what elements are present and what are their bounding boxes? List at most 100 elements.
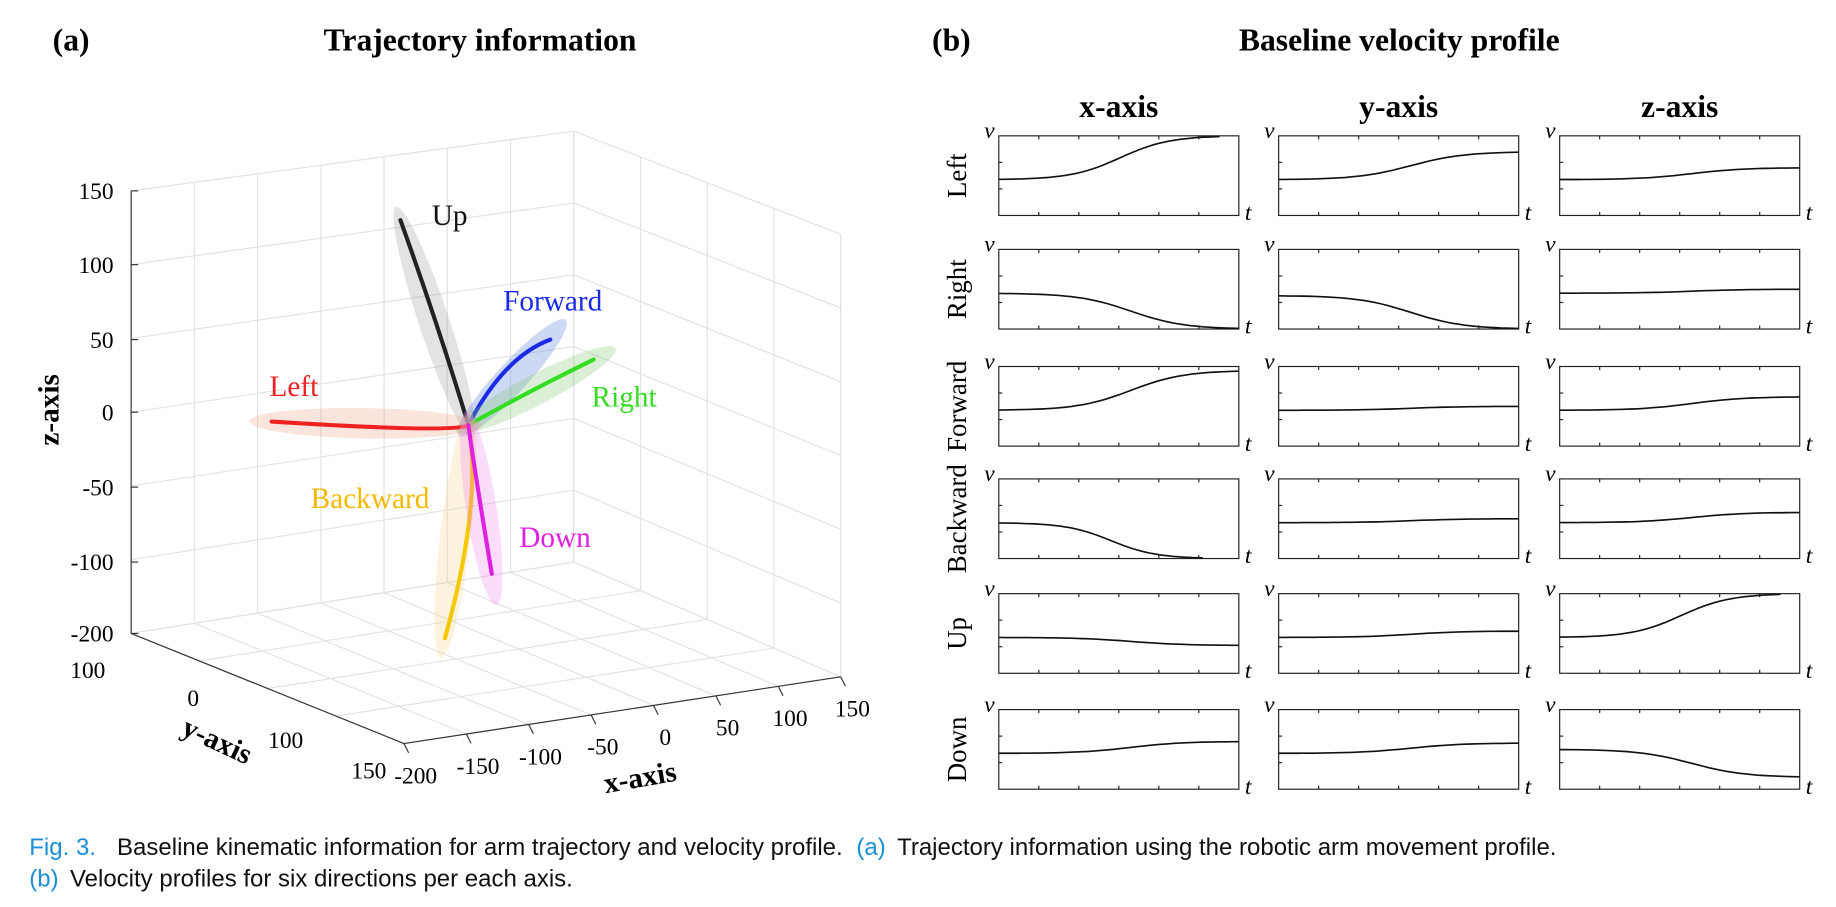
plot-frame xyxy=(998,478,1240,560)
x-tick-label: -50 xyxy=(587,735,618,761)
plot-frame xyxy=(998,135,1240,217)
caption-ref: (a) xyxy=(856,834,885,861)
panel-title: Baseline velocity profile xyxy=(1239,22,1560,57)
velocity-curve xyxy=(1278,518,1519,524)
velocity-curve xyxy=(1559,593,1781,638)
x-tick-label: -100 xyxy=(519,744,562,770)
direction-label: Down xyxy=(519,522,591,554)
velocity-curve xyxy=(998,135,1220,181)
v-label: v xyxy=(1545,232,1556,258)
velocity-curve xyxy=(1278,405,1519,412)
velocity-curve xyxy=(1559,396,1800,411)
t-label: t xyxy=(1806,658,1813,684)
t-label: t xyxy=(1806,431,1813,457)
grid-line xyxy=(573,417,841,530)
row-label: Up xyxy=(942,617,972,650)
t-label: t xyxy=(1245,543,1252,569)
grid-line xyxy=(131,202,574,266)
x-tick-label: 50 xyxy=(716,716,739,742)
caption-text: Trajectory information using the robotic… xyxy=(897,834,1556,861)
direction-label: Right xyxy=(592,381,657,413)
tick-mark xyxy=(465,733,472,744)
velocity-curve xyxy=(1278,742,1519,755)
plot-frame xyxy=(1278,248,1520,330)
tick-mark xyxy=(528,724,534,735)
grid-line xyxy=(131,346,574,413)
velocity-curve xyxy=(1278,630,1519,639)
tick-mark xyxy=(840,676,846,687)
z-tick-label: 100 xyxy=(78,253,113,279)
grid-line xyxy=(131,561,574,635)
grid-line xyxy=(131,417,574,487)
grid-line xyxy=(573,130,841,235)
column-header: z-axis xyxy=(1641,89,1718,124)
tick-mark xyxy=(590,714,597,725)
direction-label: Forward xyxy=(503,285,603,317)
t-label: t xyxy=(1525,543,1532,569)
velocity-curve xyxy=(1559,288,1800,295)
t-label: t xyxy=(1525,431,1532,457)
grid-line xyxy=(131,274,574,339)
panel-label: (a) xyxy=(53,22,90,57)
v-label: v xyxy=(1264,461,1275,487)
v-label: v xyxy=(1264,232,1275,258)
tick-mark xyxy=(777,686,784,696)
caption-text: Baseline kinematic information for arm t… xyxy=(117,834,843,861)
column-header: x-axis xyxy=(1079,89,1158,124)
direction-label: Left xyxy=(270,371,319,403)
figure-number: Fig. 3. xyxy=(29,834,96,861)
plot-frame xyxy=(998,365,1240,447)
t-label: t xyxy=(1806,200,1813,226)
grid-line xyxy=(383,592,654,706)
v-label: v xyxy=(1545,118,1556,144)
v-label: v xyxy=(1264,576,1275,602)
row-label: Right xyxy=(942,259,972,319)
caption-text: Velocity profiles for six directions per… xyxy=(70,865,573,892)
t-label: t xyxy=(1525,774,1532,800)
row-label: Down xyxy=(942,716,972,782)
x-tick-label: 150 xyxy=(835,697,870,723)
tick-mark xyxy=(653,705,659,716)
axis-label: x-axis xyxy=(601,756,679,800)
axis-line xyxy=(403,676,841,745)
velocity-curve xyxy=(1559,167,1800,181)
grid-line xyxy=(257,612,529,726)
axis-line xyxy=(130,632,405,745)
t-label: t xyxy=(1245,774,1252,800)
panel-title: Trajectory information xyxy=(324,22,637,57)
velocity-curve xyxy=(998,370,1239,411)
trajectory-plot: 150 100 50 0 -50 -100 -200 100 0 100 150 -200 -150 -1… xyxy=(34,130,870,800)
trajectory xyxy=(466,337,553,428)
plot-frame xyxy=(1278,593,1520,674)
t-label: t xyxy=(1525,200,1532,226)
t-label: t xyxy=(1806,543,1813,569)
grid-line xyxy=(510,571,779,687)
v-label: v xyxy=(984,232,995,258)
velocity-curve xyxy=(1559,511,1800,524)
axis-label: y-axis xyxy=(177,711,257,771)
axis-label: z-axis xyxy=(34,374,66,446)
grid-line xyxy=(320,602,592,716)
trajectory xyxy=(269,419,471,431)
grid-line xyxy=(199,590,641,662)
y-tick-label: 100 xyxy=(70,658,105,684)
velocity-curve xyxy=(1278,151,1519,181)
t-label: t xyxy=(1245,314,1252,340)
velocity-curve xyxy=(998,292,1239,330)
grid-line xyxy=(131,130,574,192)
t-label: t xyxy=(1525,658,1532,684)
grid-line xyxy=(447,581,717,697)
velocity-curve xyxy=(998,636,1239,647)
plot-frame xyxy=(998,593,1240,674)
grid-line xyxy=(335,647,775,717)
trajectory-spread xyxy=(434,411,477,658)
t-label: t xyxy=(1245,431,1252,457)
caption-ref: (b) xyxy=(29,865,58,892)
caption-line: Fig. 3. Baseline kinematic information fo… xyxy=(29,834,1556,861)
x-tick-label: 100 xyxy=(772,706,807,732)
v-label: v xyxy=(1545,576,1556,602)
velocity-curve xyxy=(998,740,1239,755)
column-header: y-axis xyxy=(1359,89,1438,124)
y-tick-label: 0 xyxy=(187,686,199,712)
